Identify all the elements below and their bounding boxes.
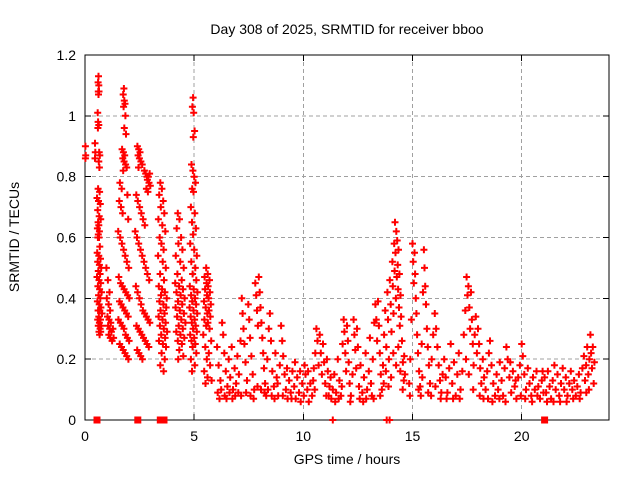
data-square-baseline-flags [156,416,164,424]
y-tick-label: 0.2 [57,351,77,367]
data-square-baseline-flags [541,416,549,424]
y-tick-label: 0.4 [57,290,77,306]
data-square-baseline-flags [93,416,101,424]
y-tick-label: 0.8 [57,169,77,185]
y-tick-label: 0.6 [57,230,77,246]
y-axis-label: SRMTID / TECUs [6,181,22,293]
y-tick-label: 1.2 [57,47,77,63]
x-tick-label: 10 [296,428,312,444]
x-axis-label: GPS time / hours [293,451,401,467]
x-tick-label: 5 [190,428,198,444]
data-square-baseline-flags [134,416,142,424]
x-tick-label: 15 [405,428,421,444]
y-tick-label: 0 [68,412,76,428]
y-tick-label: 1 [68,108,76,124]
chart-title: Day 308 of 2025, SRMTID for receiver bbo… [210,21,484,37]
x-tick-label: 0 [81,428,89,444]
data-points-srmtid [81,72,598,424]
x-tick-label: 20 [514,428,530,444]
data-square-baseline-flags [160,416,168,424]
